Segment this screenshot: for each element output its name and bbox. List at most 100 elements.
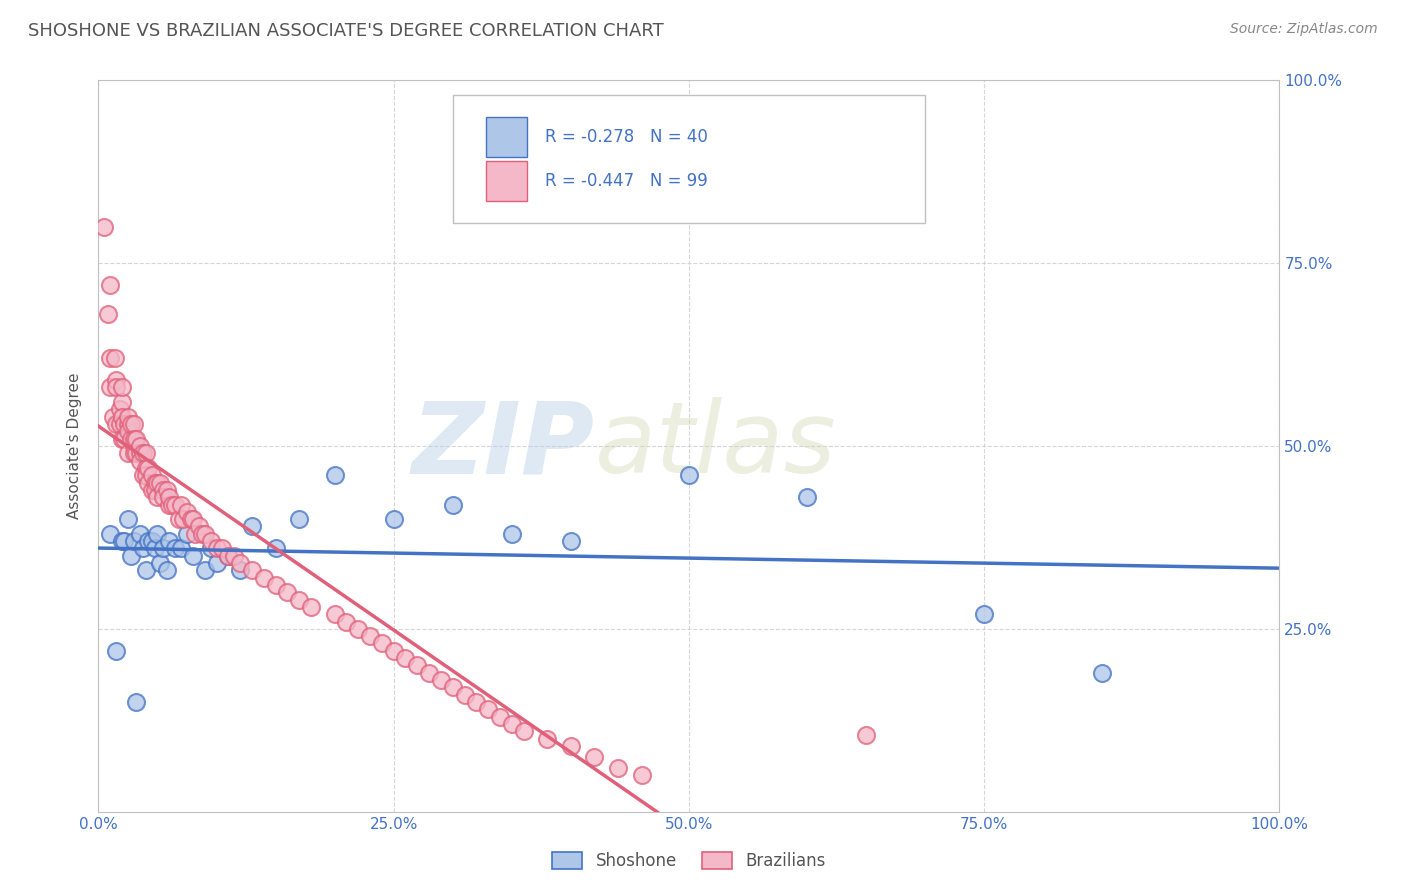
- Point: [229, 556, 252, 570]
- Point: [288, 512, 311, 526]
- Point: [323, 468, 346, 483]
- Point: [165, 498, 187, 512]
- Point: [141, 468, 163, 483]
- Point: [121, 549, 143, 563]
- Point: [253, 571, 276, 585]
- Point: [93, 219, 115, 234]
- Point: [560, 534, 582, 549]
- Point: [108, 402, 131, 417]
- Point: [157, 490, 180, 504]
- Point: [217, 549, 239, 563]
- Point: [205, 541, 228, 556]
- Point: [111, 380, 134, 394]
- Point: [194, 563, 217, 577]
- Point: [117, 425, 139, 439]
- Point: [560, 739, 582, 753]
- Point: [152, 490, 174, 504]
- Point: [156, 563, 179, 577]
- Point: [98, 351, 121, 366]
- Point: [104, 351, 127, 366]
- Point: [157, 498, 180, 512]
- Point: [211, 541, 233, 556]
- Point: [1091, 665, 1114, 680]
- Point: [117, 417, 139, 431]
- Point: [146, 526, 169, 541]
- Point: [191, 526, 214, 541]
- Point: [607, 761, 630, 775]
- Point: [276, 585, 298, 599]
- Point: [170, 541, 193, 556]
- Text: ZIP: ZIP: [412, 398, 595, 494]
- Point: [194, 526, 217, 541]
- Point: [453, 688, 475, 702]
- Point: [98, 526, 121, 541]
- Point: [125, 432, 148, 446]
- Point: [200, 534, 222, 549]
- Point: [501, 717, 523, 731]
- Point: [125, 446, 148, 460]
- Point: [143, 483, 166, 497]
- Point: [184, 526, 207, 541]
- Point: [135, 563, 157, 577]
- Point: [105, 373, 128, 387]
- Point: [176, 526, 198, 541]
- Point: [136, 461, 159, 475]
- Y-axis label: Associate's Degree: Associate's Degree: [67, 373, 83, 519]
- Point: [441, 681, 464, 695]
- Point: [135, 461, 157, 475]
- Point: [136, 534, 159, 549]
- Point: [288, 592, 311, 607]
- Text: SHOSHONE VS BRAZILIAN ASSOCIATE'S DEGREE CORRELATION CHART: SHOSHONE VS BRAZILIAN ASSOCIATE'S DEGREE…: [28, 22, 664, 40]
- Point: [101, 409, 124, 424]
- Point: [105, 417, 128, 431]
- Point: [371, 636, 394, 650]
- Point: [394, 651, 416, 665]
- FancyBboxPatch shape: [486, 161, 527, 202]
- Point: [217, 549, 239, 563]
- Point: [973, 607, 995, 622]
- Point: [98, 380, 121, 394]
- Point: [181, 512, 204, 526]
- FancyBboxPatch shape: [453, 95, 925, 223]
- Text: atlas: atlas: [595, 398, 837, 494]
- Point: [111, 395, 134, 409]
- Point: [299, 599, 322, 614]
- Point: [122, 439, 145, 453]
- Point: [143, 475, 166, 490]
- Point: [418, 665, 440, 680]
- Point: [143, 541, 166, 556]
- Point: [122, 446, 145, 460]
- Point: [108, 417, 131, 431]
- Point: [501, 526, 523, 541]
- Point: [181, 549, 204, 563]
- Point: [122, 534, 145, 549]
- Point: [477, 702, 499, 716]
- Text: Source: ZipAtlas.com: Source: ZipAtlas.com: [1230, 22, 1378, 37]
- Point: [678, 468, 700, 483]
- Point: [855, 728, 877, 742]
- Point: [512, 724, 534, 739]
- Text: R = -0.278   N = 40: R = -0.278 N = 40: [546, 128, 707, 146]
- Point: [112, 417, 135, 431]
- Point: [149, 475, 172, 490]
- Point: [200, 541, 222, 556]
- Point: [359, 629, 381, 643]
- Point: [141, 483, 163, 497]
- Point: [122, 432, 145, 446]
- Point: [180, 512, 202, 526]
- Point: [229, 563, 252, 577]
- Point: [128, 439, 150, 453]
- Point: [406, 658, 429, 673]
- Point: [136, 475, 159, 490]
- Point: [240, 563, 263, 577]
- Point: [117, 409, 139, 424]
- Point: [146, 490, 169, 504]
- Point: [122, 417, 145, 431]
- Point: [121, 417, 143, 431]
- Point: [335, 615, 357, 629]
- Point: [111, 409, 134, 424]
- Point: [112, 432, 135, 446]
- Point: [167, 512, 190, 526]
- Point: [98, 278, 121, 293]
- Point: [132, 446, 155, 460]
